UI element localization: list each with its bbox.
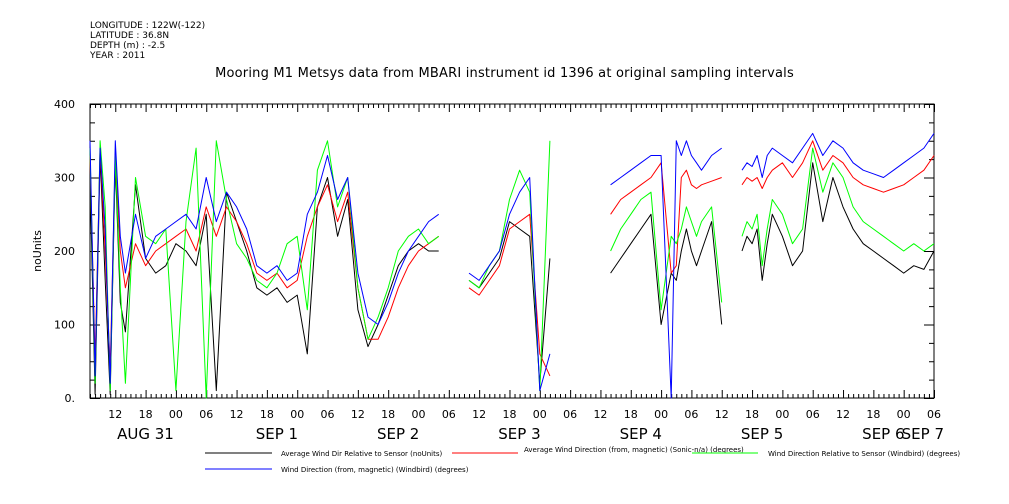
x-tick-label: 18 <box>139 408 153 421</box>
x-tick-label: 00 <box>897 408 911 421</box>
y-tick-label: 200 <box>54 245 75 258</box>
series-line-2 <box>89 140 935 377</box>
metadata-block: LONGITUDE : 122W(-122) LATITUDE : 36.8N … <box>90 21 205 61</box>
axes: 12 18 00 06 12 18 00 06 12 18 00 06 12 18 00 06 12 18 00 06… <box>31 98 944 443</box>
x-tick-label: 12 <box>230 408 244 421</box>
x-tick-label: 18 <box>260 408 274 421</box>
legend-label: Wind Direction Relative to Sensor (Windb… <box>768 450 960 458</box>
x-tick-label: 12 <box>108 408 122 421</box>
series-line-1 <box>89 155 935 395</box>
x-tick-label: 18 <box>866 408 880 421</box>
y-tick-label: 0. <box>65 392 76 405</box>
x-tick-label: 06 <box>684 408 698 421</box>
y-axis-label: noUnits <box>31 230 44 272</box>
x-day-label: SEP 2 <box>377 425 419 443</box>
series-line-3 <box>89 140 935 399</box>
x-tick-label: 06 <box>199 408 213 421</box>
x-tick-label: 18 <box>624 408 638 421</box>
x-tick-label: 06 <box>806 408 820 421</box>
legend: Average Wind Dir Relative to Sensor (noU… <box>205 446 960 474</box>
x-tick-label: 12 <box>593 408 607 421</box>
x-day-label: SEP 4 <box>620 425 662 443</box>
year-text: YEAR : 2011 <box>90 51 146 61</box>
x-tick-label: 06 <box>442 408 456 421</box>
series-line-4 <box>89 132 935 399</box>
x-day-label: SEP 6 <box>862 425 904 443</box>
y-tick-label: 400 <box>54 98 75 111</box>
x-day-label: SEP 5 <box>741 425 783 443</box>
x-tick-label: 06 <box>927 408 941 421</box>
x-tick-label: 18 <box>381 408 395 421</box>
x-day-label: AUG 31 <box>117 425 174 443</box>
longitude-text: LONGITUDE : 122W(-122) <box>90 21 206 31</box>
x-tick-label: 00 <box>533 408 547 421</box>
y-tick-label: 300 <box>54 172 75 185</box>
depth-text: DEPTH (m) : -2.5 <box>90 41 166 51</box>
y-tick-label: 100 <box>54 319 75 332</box>
legend-label: Average Wind Direction (from, magnetic) … <box>524 446 744 454</box>
x-tick-label: 18 <box>745 408 759 421</box>
x-tick-label: 12 <box>351 408 365 421</box>
latitude-text: LATITUDE : 36.8N <box>90 31 170 41</box>
x-tick-label: 06 <box>321 408 335 421</box>
x-day-label: SEP 3 <box>498 425 540 443</box>
series-layer <box>89 132 935 399</box>
x-tick-label: 12 <box>472 408 486 421</box>
legend-label: Average Wind Dir Relative to Sensor (noU… <box>281 450 442 458</box>
plot-frame <box>89 103 935 399</box>
x-day-label: SEP 1 <box>256 425 298 443</box>
x-tick-label: 12 <box>715 408 729 421</box>
x-tick-label: 18 <box>502 408 516 421</box>
x-tick-label: 00 <box>412 408 426 421</box>
x-tick-label: 00 <box>654 408 668 421</box>
x-tick-label: 00 <box>775 408 789 421</box>
x-tick-label: 00 <box>169 408 183 421</box>
x-tick-label: 12 <box>836 408 850 421</box>
x-tick-label: 06 <box>563 408 577 421</box>
x-tick-label: 00 <box>290 408 304 421</box>
legend-label: Wind Direction (from, magnetic) (Windbir… <box>281 466 469 474</box>
chart-title: Mooring M1 Metsys data from MBARI instru… <box>215 66 794 81</box>
x-day-label: SEP 7 <box>902 425 944 443</box>
